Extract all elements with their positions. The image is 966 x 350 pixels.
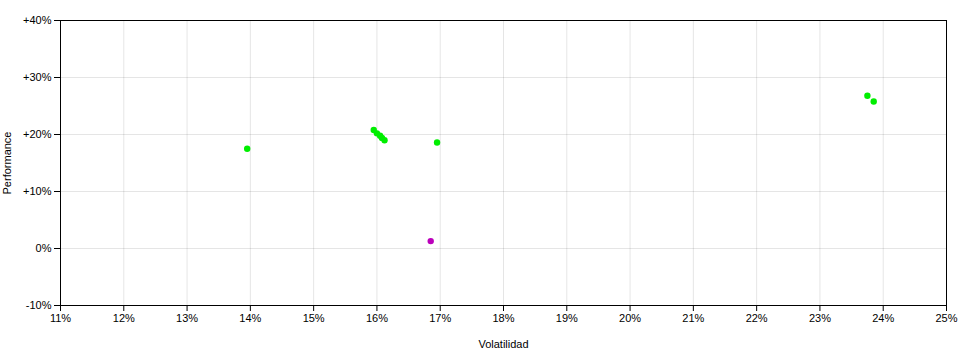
svg-text:13%: 13% [176, 312, 198, 324]
svg-text:Performance: Performance [1, 132, 13, 195]
svg-text:22%: 22% [746, 312, 768, 324]
svg-text:-10%: -10% [26, 299, 52, 311]
svg-text:Volatilidad: Volatilidad [478, 338, 528, 350]
svg-text:15%: 15% [303, 312, 325, 324]
svg-text:24%: 24% [872, 312, 894, 324]
svg-text:18%: 18% [492, 312, 514, 324]
svg-text:+40%: +40% [23, 14, 52, 26]
svg-text:+30%: +30% [23, 71, 52, 83]
svg-text:0%: 0% [36, 242, 52, 254]
svg-text:12%: 12% [113, 312, 135, 324]
svg-text:20%: 20% [619, 312, 641, 324]
svg-text:11%: 11% [50, 312, 71, 324]
svg-text:16%: 16% [366, 312, 388, 324]
svg-text:+10%: +10% [23, 185, 52, 197]
svg-text:17%: 17% [429, 312, 451, 324]
svg-text:23%: 23% [809, 312, 831, 324]
svg-text:14%: 14% [239, 312, 261, 324]
svg-text:+20%: +20% [23, 128, 52, 140]
svg-text:19%: 19% [556, 312, 578, 324]
svg-text:25%: 25% [935, 312, 957, 324]
svg-text:21%: 21% [682, 312, 704, 324]
